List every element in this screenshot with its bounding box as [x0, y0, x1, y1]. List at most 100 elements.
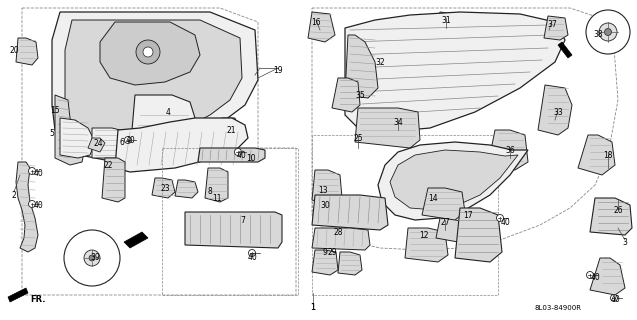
Circle shape [234, 148, 241, 156]
Polygon shape [132, 95, 195, 138]
Text: 21: 21 [226, 125, 236, 134]
Text: 11: 11 [212, 194, 222, 203]
Polygon shape [16, 38, 38, 65]
Circle shape [143, 47, 153, 57]
Polygon shape [544, 16, 568, 40]
Circle shape [248, 250, 255, 257]
Polygon shape [16, 162, 38, 252]
Polygon shape [538, 85, 572, 135]
Polygon shape [590, 258, 625, 295]
Text: 1: 1 [311, 303, 315, 313]
Polygon shape [345, 35, 378, 98]
Polygon shape [102, 158, 125, 202]
Text: 9: 9 [322, 247, 327, 257]
Text: 4: 4 [166, 108, 171, 116]
Text: 10: 10 [246, 154, 256, 163]
Polygon shape [55, 95, 85, 165]
Text: 40: 40 [248, 253, 258, 262]
Text: 40: 40 [591, 273, 601, 282]
Text: 31: 31 [441, 15, 451, 25]
Circle shape [124, 137, 131, 143]
Polygon shape [52, 12, 258, 160]
Polygon shape [312, 228, 370, 250]
Text: 25: 25 [353, 133, 363, 142]
Circle shape [599, 23, 617, 41]
Polygon shape [60, 118, 95, 158]
Text: 16: 16 [311, 18, 321, 27]
Polygon shape [8, 288, 28, 302]
Polygon shape [405, 228, 448, 262]
Polygon shape [92, 128, 132, 158]
Text: 34: 34 [393, 117, 403, 126]
Text: 32: 32 [375, 58, 385, 67]
Polygon shape [152, 178, 175, 198]
Text: 3: 3 [622, 237, 627, 246]
Text: 29: 29 [327, 247, 337, 257]
Polygon shape [390, 150, 518, 210]
Text: 19: 19 [273, 66, 283, 75]
Polygon shape [436, 218, 465, 242]
Text: 26: 26 [613, 205, 623, 214]
Polygon shape [488, 130, 528, 170]
Text: 20: 20 [9, 45, 19, 54]
Text: 18: 18 [603, 150, 613, 159]
Circle shape [29, 201, 36, 207]
Text: 8L03-84900R: 8L03-84900R [534, 305, 582, 311]
Polygon shape [88, 138, 105, 152]
Polygon shape [218, 118, 238, 138]
Circle shape [586, 10, 630, 54]
Text: 30: 30 [320, 201, 330, 210]
Text: 23: 23 [160, 183, 170, 193]
Polygon shape [100, 22, 200, 85]
Polygon shape [355, 108, 420, 148]
Text: FR.: FR. [30, 294, 46, 303]
Polygon shape [205, 168, 228, 202]
Text: 39: 39 [90, 253, 100, 262]
Polygon shape [578, 135, 615, 175]
Text: 22: 22 [103, 161, 113, 170]
Circle shape [89, 255, 95, 261]
Polygon shape [65, 20, 242, 142]
Text: 40: 40 [33, 169, 43, 178]
Polygon shape [312, 195, 388, 230]
Text: 40: 40 [125, 135, 135, 145]
Circle shape [610, 294, 617, 301]
Circle shape [496, 214, 503, 221]
Polygon shape [345, 12, 565, 132]
Text: 40: 40 [237, 150, 247, 159]
Text: 40: 40 [33, 201, 43, 210]
Text: 6: 6 [120, 138, 124, 147]
Text: 2: 2 [11, 190, 17, 199]
Polygon shape [175, 180, 198, 198]
Circle shape [136, 40, 160, 64]
Text: 15: 15 [50, 106, 60, 115]
Polygon shape [422, 188, 465, 220]
Text: 14: 14 [428, 194, 438, 203]
Text: 38: 38 [593, 29, 603, 38]
Polygon shape [435, 12, 458, 35]
Text: 13: 13 [318, 186, 328, 195]
Polygon shape [312, 250, 338, 275]
Text: 35: 35 [355, 91, 365, 100]
Circle shape [84, 250, 100, 266]
Text: 33: 33 [553, 108, 563, 116]
Polygon shape [198, 148, 265, 162]
Text: 37: 37 [547, 20, 557, 28]
Text: 27: 27 [440, 218, 450, 227]
Text: 36: 36 [505, 146, 515, 155]
Polygon shape [455, 208, 502, 262]
Polygon shape [338, 252, 362, 275]
Text: 5: 5 [50, 129, 54, 138]
Text: 17: 17 [463, 211, 473, 220]
Text: 40: 40 [611, 295, 621, 305]
Text: 1: 1 [310, 303, 315, 313]
Circle shape [605, 28, 612, 36]
Circle shape [64, 230, 120, 286]
Polygon shape [124, 232, 148, 248]
Polygon shape [312, 170, 342, 205]
Circle shape [587, 271, 594, 278]
Polygon shape [378, 142, 528, 220]
Polygon shape [115, 118, 248, 172]
Text: 8: 8 [208, 187, 212, 196]
Text: 12: 12 [419, 230, 429, 239]
